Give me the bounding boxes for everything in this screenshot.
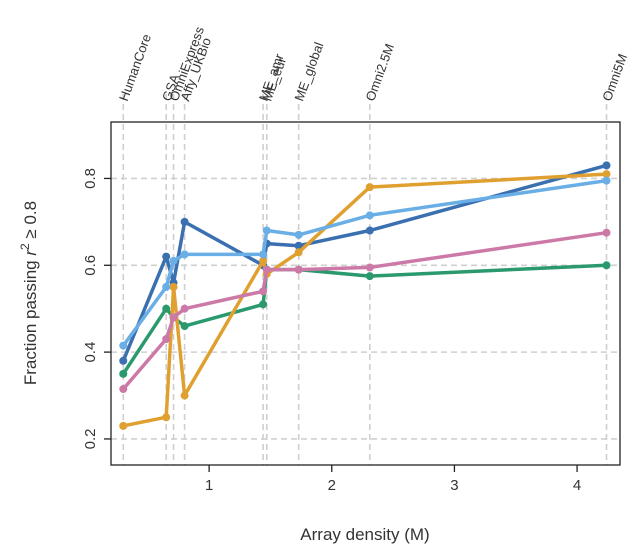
data-point: [180, 217, 189, 226]
data-point: [365, 183, 374, 192]
data-point: [119, 385, 128, 394]
data-point: [365, 263, 374, 272]
data-point: [259, 287, 268, 296]
data-point: [162, 413, 171, 422]
data-point: [169, 282, 178, 291]
y-axis-title-prefix: Fraction passing: [21, 256, 40, 385]
y-axis: 0.2 0.4 0.6 0.8: [82, 168, 111, 449]
series-line: [121, 263, 609, 376]
y-axis-title-var: r: [21, 249, 40, 256]
x-axis: 1 2 3 4: [205, 465, 581, 494]
data-point: [365, 272, 374, 281]
data-point: [259, 250, 268, 259]
data-point: [119, 369, 128, 378]
array-label: Omni2.5M: [363, 42, 398, 103]
y-axis-title-suffix: ≥ 0.8: [21, 201, 40, 243]
data-point: [162, 335, 171, 344]
x-axis-title: Array density (M): [300, 525, 429, 544]
plot-frame: [110, 121, 621, 466]
data-point: [119, 421, 128, 430]
data-point: [602, 161, 611, 170]
x-tick-label: 1: [205, 477, 213, 494]
data-point: [259, 300, 268, 309]
y-tick-label: 0.4: [82, 342, 99, 363]
y-tick-label: 0.6: [82, 255, 99, 276]
data-point: [602, 228, 611, 237]
y-axis-title: Fraction passing r2 ≥ 0.8: [18, 201, 40, 385]
data-point: [169, 256, 178, 265]
grid: [111, 94, 620, 465]
series-line: [121, 172, 609, 428]
array-label: Omni5M: [599, 52, 630, 103]
data-point: [162, 252, 171, 261]
data-point: [262, 226, 271, 235]
array-label: ME_global: [291, 40, 326, 103]
data-point: [602, 261, 611, 270]
data-point: [602, 170, 611, 179]
data-point: [119, 356, 128, 365]
x-tick-label: 2: [328, 477, 336, 494]
data-point: [162, 282, 171, 291]
data-point: [294, 248, 303, 257]
series-line: [121, 163, 609, 363]
data-point: [259, 256, 268, 265]
array-label: HumanCore: [116, 32, 154, 103]
data-point: [294, 241, 303, 250]
y-tick-label: 0.2: [82, 429, 99, 450]
x-tick-label: 4: [573, 477, 581, 494]
x-tick-label: 3: [450, 477, 458, 494]
y-tick-label: 0.8: [82, 168, 99, 189]
data-point: [180, 304, 189, 313]
y-axis-title-exp: 2: [18, 243, 32, 250]
data-point: [365, 226, 374, 235]
data-point: [294, 265, 303, 274]
series-line: [121, 178, 609, 348]
data-point: [119, 341, 128, 350]
data-point: [180, 391, 189, 400]
series-lines: [119, 161, 611, 430]
data-point: [169, 313, 178, 322]
data-point: [602, 176, 611, 185]
data-point: [262, 265, 271, 274]
data-point: [294, 230, 303, 239]
data-point: [180, 250, 189, 259]
data-point: [365, 211, 374, 220]
data-point: [162, 304, 171, 313]
data-point: [180, 322, 189, 331]
